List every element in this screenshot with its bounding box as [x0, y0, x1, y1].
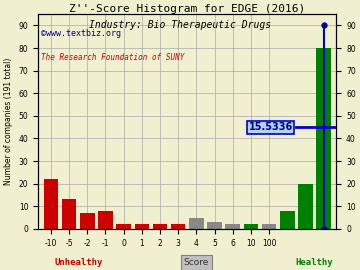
- Bar: [225, 224, 240, 229]
- Bar: [98, 211, 113, 229]
- Bar: [298, 184, 313, 229]
- Text: ©www.textbiz.org: ©www.textbiz.org: [41, 29, 121, 38]
- Bar: [189, 218, 204, 229]
- Bar: [135, 224, 149, 229]
- Bar: [244, 224, 258, 229]
- Text: Healthy: Healthy: [296, 258, 333, 267]
- Bar: [153, 224, 167, 229]
- Title: Z''-Score Histogram for EDGE (2016): Z''-Score Histogram for EDGE (2016): [69, 4, 305, 14]
- Bar: [80, 213, 95, 229]
- Bar: [116, 224, 131, 229]
- Y-axis label: Number of companies (191 total): Number of companies (191 total): [4, 58, 13, 185]
- Text: Unhealthy: Unhealthy: [54, 258, 102, 267]
- Bar: [62, 200, 76, 229]
- Bar: [44, 179, 58, 229]
- Bar: [298, 222, 313, 229]
- Text: 15.5336: 15.5336: [248, 122, 293, 132]
- Bar: [171, 224, 185, 229]
- Bar: [280, 211, 294, 229]
- Bar: [207, 222, 222, 229]
- Text: The Research Foundation of SUNY: The Research Foundation of SUNY: [41, 53, 185, 62]
- Text: Score: Score: [184, 258, 209, 267]
- Text: Industry: Bio Therapeutic Drugs: Industry: Bio Therapeutic Drugs: [89, 20, 271, 30]
- Bar: [316, 48, 331, 229]
- Bar: [262, 224, 276, 229]
